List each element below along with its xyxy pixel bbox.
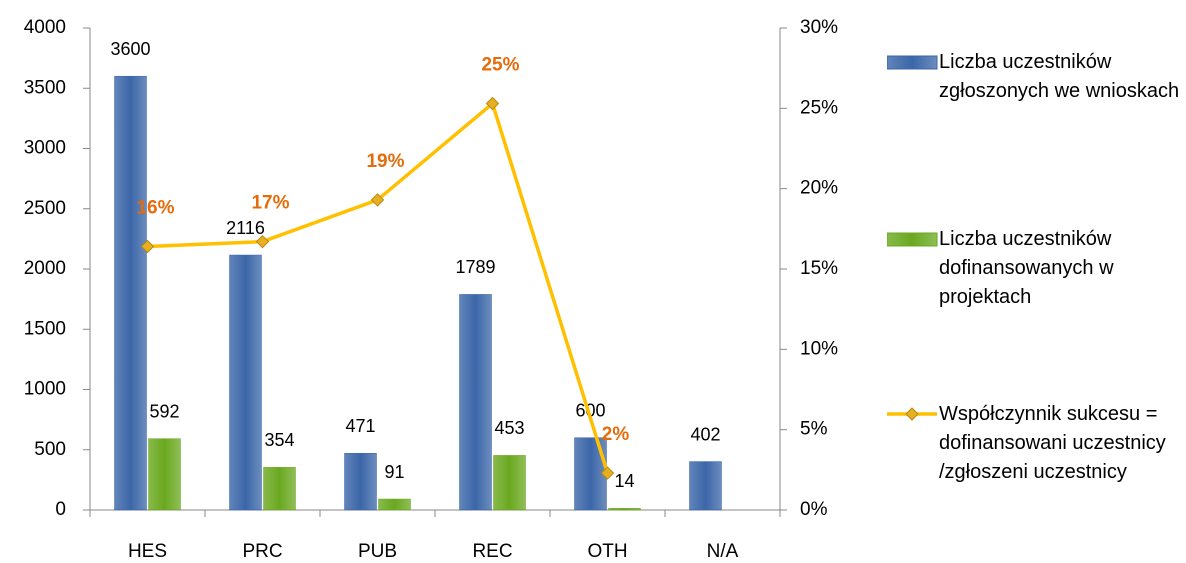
data-label: 91 [384, 462, 404, 482]
chart: 0 500 1000 1500 2000 2500 3000 3500 4000 0% 5% 10% 1… [24, 17, 838, 562]
bar [263, 467, 296, 511]
y-tick-label: 1000 [24, 379, 66, 400]
data-label: 354 [264, 430, 294, 450]
marker [485, 96, 500, 111]
data-label: 1789 [455, 257, 495, 277]
x-tick-label: REC [472, 541, 512, 562]
data-label: 16% [136, 198, 174, 219]
marker [600, 466, 615, 480]
data-label: 2116 [226, 218, 265, 238]
y-tick-label: 3500 [24, 77, 66, 98]
data-label: 471 [345, 416, 375, 436]
legend-swatch [887, 232, 938, 247]
swatch [887, 232, 938, 247]
data-label: 14 [614, 471, 634, 491]
bar [493, 455, 526, 511]
legend-label: Liczba uczestników zgłoszonych we wniosk… [939, 51, 1180, 102]
y2-tick-label: 30% [800, 17, 838, 38]
marker [140, 239, 155, 254]
marker [370, 193, 385, 207]
data-label: 592 [149, 401, 179, 421]
y2-tick-label: 10% [800, 338, 838, 359]
y2-tick-label: 15% [800, 258, 838, 279]
data-label: 402 [690, 424, 720, 444]
data-label: 2% [602, 424, 630, 445]
bar [114, 75, 147, 511]
data-label: 3600 [110, 39, 150, 59]
y-tick-label: 4000 [24, 17, 66, 38]
legend-label: Współczynnik sukcesu = dofinansowani ucz… [939, 403, 1166, 483]
bar [459, 294, 492, 511]
y2-tick-label: 25% [800, 97, 838, 118]
y-tick-label: 0 [55, 499, 66, 520]
legend-entry: Współczynnik sukcesu = dofinansowani ucz… [885, 400, 1185, 487]
swatch [887, 55, 938, 70]
legend-swatch [887, 407, 937, 421]
marker [255, 234, 270, 249]
y-tick-label: 500 [34, 439, 66, 460]
y-tick-label: 2000 [24, 258, 66, 279]
x-tick-label: PRC [242, 541, 282, 562]
bar [344, 452, 377, 511]
bar [378, 498, 411, 511]
y2-tick-label: 5% [800, 419, 828, 440]
y2-tick-label: 0% [800, 499, 828, 520]
x-tick-label: HES [128, 541, 167, 562]
bar [229, 254, 262, 511]
bar [689, 461, 722, 511]
data-label: 25% [481, 55, 519, 76]
bar [608, 508, 641, 511]
x-tick-label: OTH [587, 541, 627, 562]
y2-tick-label: 20% [800, 178, 838, 199]
legend-label: Liczba uczestników dofinansowanych w pro… [939, 228, 1114, 308]
bar [148, 438, 181, 511]
legend-entry: Liczba uczestników zgłoszonych we wniosk… [885, 48, 1185, 106]
legend-entry: Liczba uczestników dofinansowanych w pro… [885, 225, 1185, 312]
x-tick-label: N/A [707, 541, 739, 562]
y-tick-label: 1500 [24, 318, 66, 339]
data-label: 453 [494, 418, 524, 438]
y-tick-label: 2500 [24, 198, 66, 219]
x-tick-label: PUB [358, 541, 397, 562]
data-label: 19% [366, 151, 404, 172]
legend-swatch [887, 55, 938, 70]
y-tick-label: 3000 [24, 138, 66, 159]
data-label: 17% [251, 193, 289, 214]
data-label: 600 [575, 400, 605, 420]
swatch-marker [905, 407, 919, 421]
